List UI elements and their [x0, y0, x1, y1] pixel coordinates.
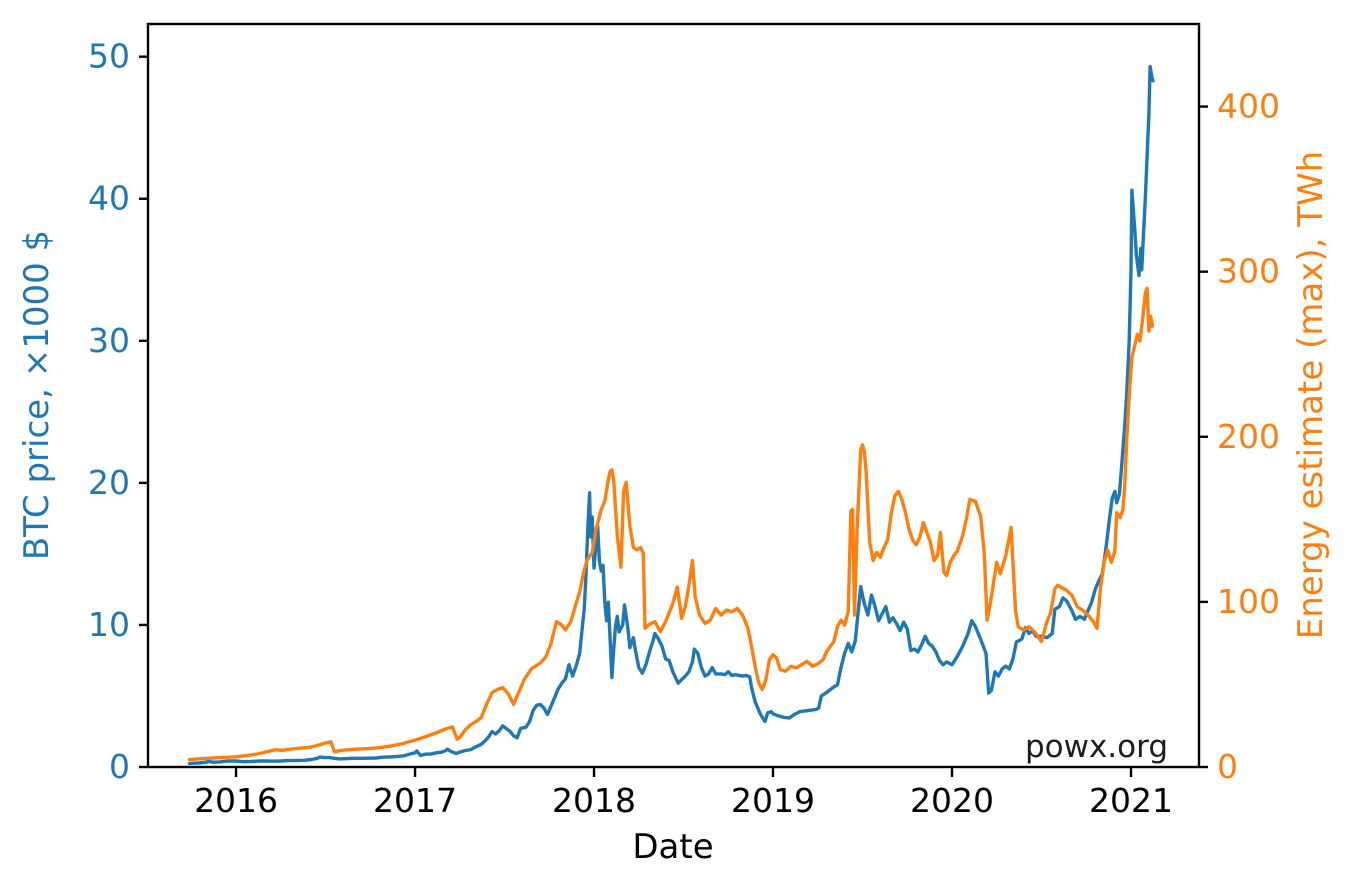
watermark: powx.org	[1025, 729, 1168, 765]
y-left-axis-ticks: 0 10 20 30 40 50	[88, 37, 147, 786]
y-right-axis-ticks: 0 100 200 300 400	[1200, 87, 1280, 786]
y-left-tick-label: 50	[88, 37, 130, 76]
y-left-axis-label: BTC price, ×1000 $	[17, 230, 57, 560]
y-left-tick-label: 40	[88, 179, 130, 218]
x-tick-label: 2018	[552, 781, 636, 820]
plot-frame	[146, 22, 1201, 769]
x-tick-label: 2017	[373, 781, 457, 820]
y-right-tick-label: 400	[1217, 87, 1280, 126]
x-tick-label: 2019	[731, 781, 815, 820]
y-left-tick-label: 0	[109, 747, 130, 786]
x-tick-label: 2021	[1089, 781, 1173, 820]
y-left-tick-label: 10	[88, 605, 130, 644]
y-right-tick-label: 200	[1217, 417, 1280, 456]
x-axis-ticks: 2016 2017 2018 2019 2020 2021	[194, 768, 1173, 820]
y-right-tick-label: 300	[1217, 252, 1280, 291]
y-left-tick-label: 30	[88, 321, 130, 360]
x-tick-label: 2020	[910, 781, 994, 820]
y-left-tick-label: 20	[88, 463, 130, 502]
y-right-tick-label: 0	[1217, 747, 1238, 786]
series-lines	[187, 64, 1155, 766]
x-tick-label: 2016	[194, 781, 278, 820]
y-right-tick-label: 100	[1217, 582, 1280, 621]
y-right-axis-label: Energy estimate (max), TWh	[1291, 151, 1331, 639]
x-axis-label: Date	[632, 827, 713, 867]
energy-estimate-line	[187, 286, 1155, 762]
